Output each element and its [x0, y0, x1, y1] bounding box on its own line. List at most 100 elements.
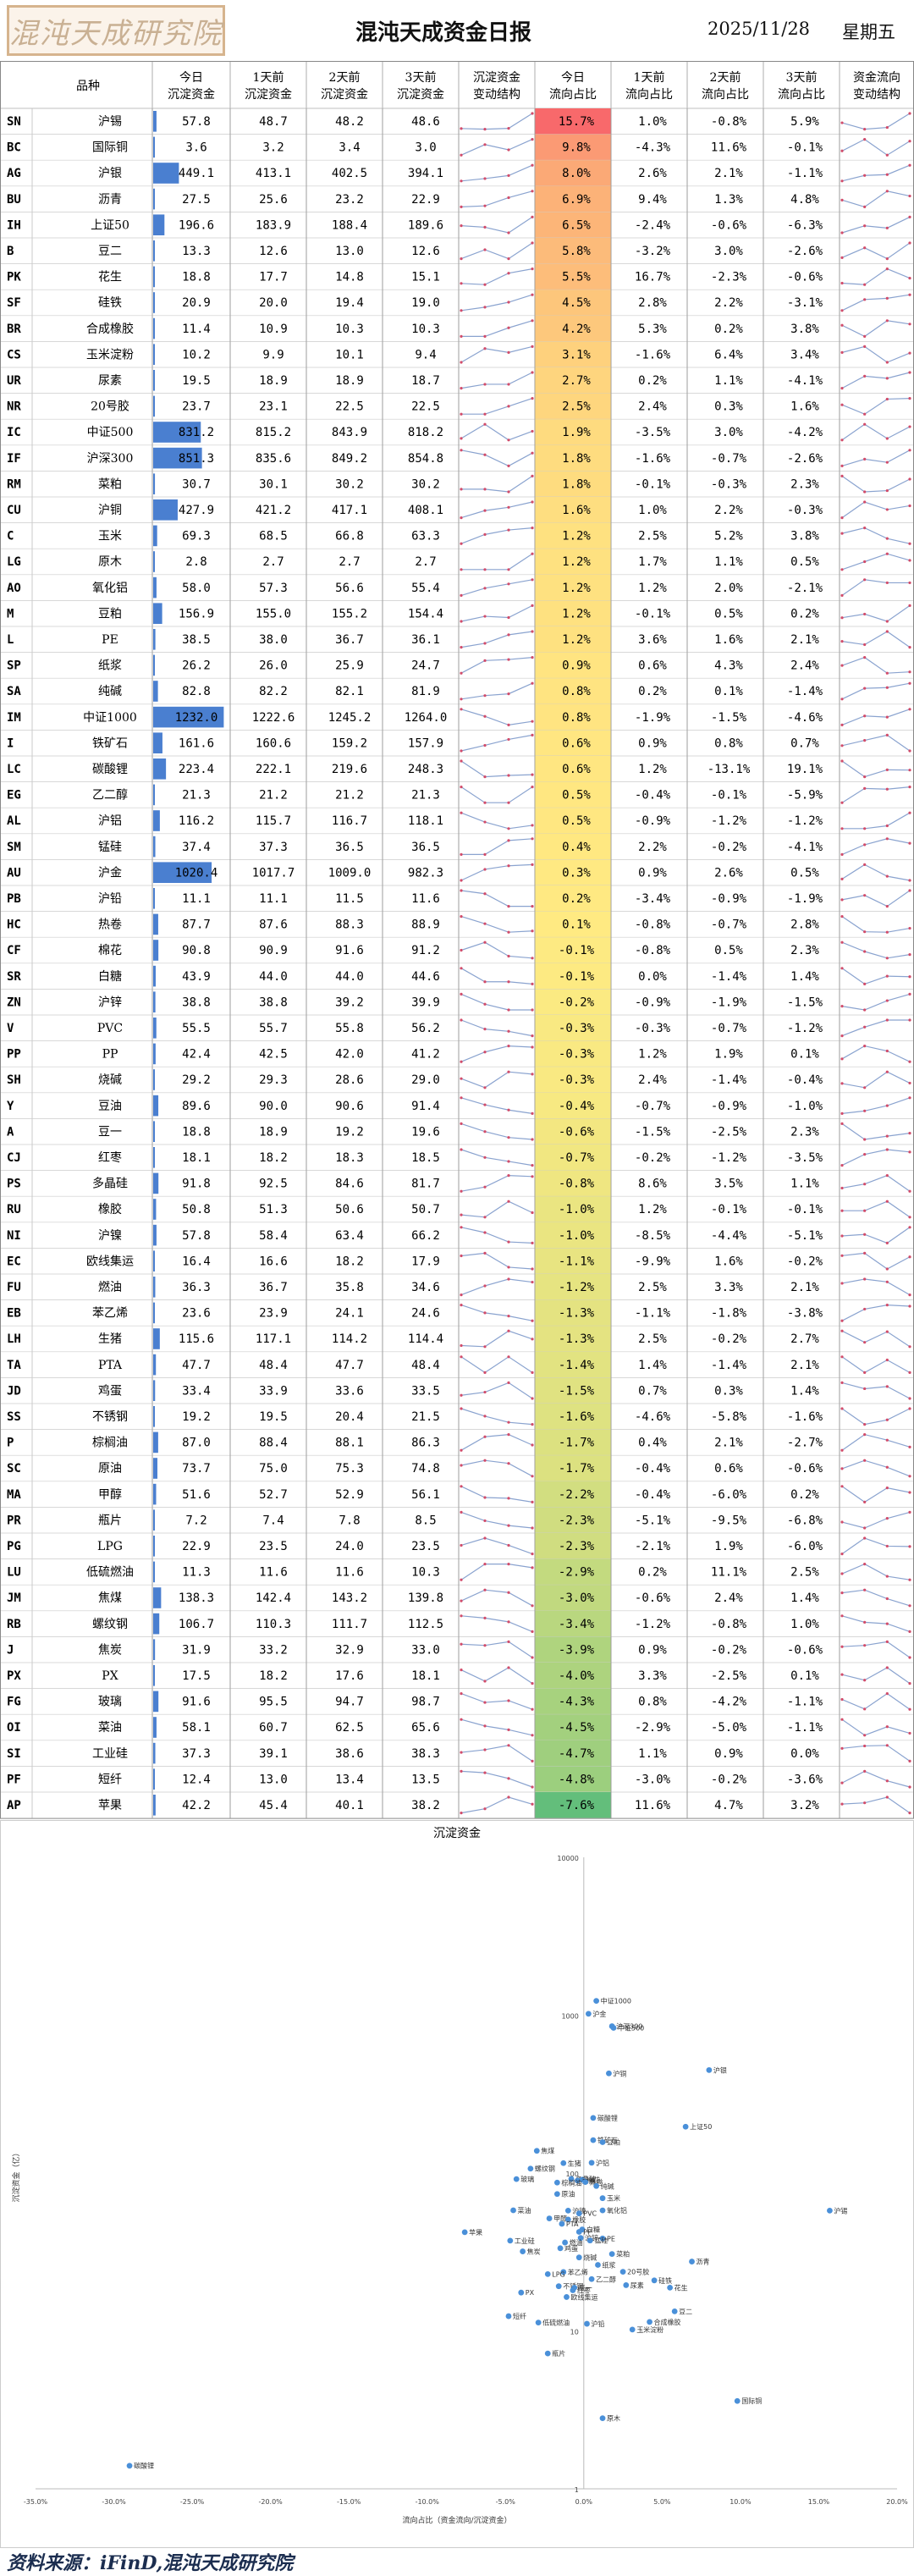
point-label: 豆粕 [607, 2138, 620, 2147]
cell-fund: 19.2 [335, 1125, 364, 1139]
cell-fund: 16.4 [182, 1255, 211, 1268]
cell-flow: -1.2% [635, 1618, 671, 1631]
cell-name: 沪铅 [98, 892, 122, 906]
cell-flow: -0.4% [635, 789, 671, 803]
cell-fund: 18.9 [259, 374, 288, 388]
flow-heat-cell [535, 963, 611, 990]
spark-point [507, 1315, 510, 1318]
spark-point [908, 1397, 911, 1400]
cell-fund: 55.7 [259, 1022, 288, 1035]
scatter-point: 甲醇 [546, 2215, 567, 2223]
fund-bar [153, 1147, 155, 1168]
spark-point [531, 1630, 534, 1633]
cell-fund: 75.3 [335, 1462, 364, 1476]
spark-point [460, 967, 463, 970]
flow-heat-cell [535, 315, 611, 342]
scatter-marker [671, 2308, 678, 2314]
cell-code: AL [7, 814, 21, 828]
cell-flow: 2.2% [638, 841, 667, 854]
cell-fund: 48.4 [259, 1359, 288, 1372]
cell-flow: -0.2% [711, 1332, 747, 1346]
cell-fund: 90.6 [335, 1100, 364, 1113]
cell-flow: 1.2% [562, 633, 591, 647]
spark-point [507, 1045, 510, 1048]
spark-point [840, 1553, 844, 1556]
cell-fund: 36.1 [411, 633, 440, 647]
scatter-marker [570, 2287, 576, 2293]
spark-point [460, 915, 463, 918]
spark-point [840, 1282, 844, 1285]
spark-point [507, 827, 510, 830]
fund-bar [153, 1224, 157, 1246]
cell-flow: -0.1% [635, 607, 671, 621]
spark-point [531, 1045, 534, 1049]
scatter-point: 国际铜 [734, 2397, 762, 2405]
spark-point [908, 681, 911, 685]
cell-flow: -1.6% [787, 1410, 823, 1424]
cell-fund: 818.2 [408, 426, 443, 439]
cell-flow: 2.2% [714, 296, 743, 310]
fund-sparkline [460, 709, 533, 726]
spark-point [531, 1397, 534, 1400]
cell-flow: -0.2% [711, 1773, 747, 1786]
flow-sparkline [841, 838, 911, 855]
scatter-point: 螺纹钢 [527, 2165, 555, 2173]
spark-point [531, 1707, 534, 1711]
flow-heat-cell [535, 393, 611, 420]
cell-code: EC [7, 1255, 21, 1268]
point-label: 铁矿石 [597, 2136, 618, 2144]
spark-point [908, 841, 911, 845]
spark-point [460, 153, 463, 157]
scatter-point: PX [518, 2289, 535, 2297]
fund-sparkline [461, 398, 533, 415]
flow-heat-cell [535, 678, 611, 704]
cell-fund: 427.9 [179, 504, 214, 517]
cell-name: 菜油 [98, 1721, 122, 1735]
spark-point [863, 775, 867, 779]
flow-sparkline [841, 1745, 911, 1762]
spark-point [908, 112, 911, 115]
scatter-point: 苯乙烯 [560, 2268, 588, 2276]
spark-point [908, 194, 911, 198]
scatter-point: LPG [544, 2270, 565, 2278]
spark-point [863, 1801, 867, 1805]
cell-flow: 9.4% [638, 193, 667, 207]
spark-point [460, 1148, 463, 1151]
cell-name: 棉花 [98, 943, 122, 957]
point-label: 苯乙烯 [568, 2268, 588, 2276]
cell-flow: -0.1% [559, 970, 595, 984]
point-label: PTA [566, 2220, 579, 2228]
fund-bar [153, 1613, 160, 1635]
spark-point [840, 852, 844, 857]
cell-name: 沪铝 [98, 814, 122, 828]
cell-fund: 843.9 [332, 426, 367, 439]
spark-point [885, 361, 889, 364]
cell-fund: 17.9 [411, 1255, 440, 1268]
scatter-marker [507, 2237, 514, 2244]
flow-sparkline [841, 682, 911, 700]
spark-point [885, 787, 889, 791]
scatter-marker [689, 2259, 695, 2264]
flow-sparkline [841, 1511, 911, 1529]
scatter-marker [553, 2191, 560, 2198]
spark-point [908, 975, 911, 979]
cell-fund: 143.2 [332, 1591, 367, 1605]
cell-fund: 114.4 [408, 1332, 443, 1346]
spark-point [507, 737, 510, 742]
spark-point [531, 1566, 534, 1569]
cell-flow: 0.7% [790, 736, 819, 750]
cell-fund: 18.9 [259, 1125, 288, 1139]
spark-point [531, 527, 534, 530]
col-header: 1天前 [253, 70, 284, 85]
cell-code: PR [7, 1514, 21, 1527]
cell-fund: 32.9 [335, 1643, 364, 1657]
fund-bar [153, 1277, 156, 1298]
cell-flow: -1.0% [787, 1100, 823, 1113]
cell-flow: -1.5% [787, 996, 823, 1009]
spark-point [460, 1343, 463, 1348]
cell-fund: 18.8 [182, 1125, 211, 1139]
point-label: 沪铜 [613, 2069, 626, 2077]
flow-sparkline [841, 1045, 911, 1062]
fund-sparkline [460, 812, 533, 830]
scatter-point: PTA [559, 2220, 579, 2228]
